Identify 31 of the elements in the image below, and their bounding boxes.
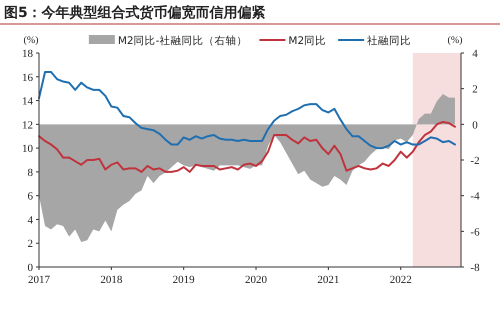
- line-series: [38, 120, 456, 173]
- legend-label: M2同比: [288, 34, 326, 47]
- y2-tick-label: 4: [472, 48, 478, 60]
- x-tick-label: 2018: [100, 274, 123, 286]
- legend-label: 社融同比: [367, 34, 412, 47]
- y2-tick-label: 0: [472, 119, 478, 132]
- x-tick-label: 2022: [390, 274, 412, 286]
- x-tick-label: 2019: [172, 274, 196, 286]
- y-tick-label: 18: [22, 48, 34, 60]
- y-tick-label: 14: [22, 96, 34, 108]
- y-tick-label: 8: [28, 166, 34, 179]
- y-tick-label: 10: [22, 143, 34, 156]
- line-series: [38, 71, 456, 150]
- x-tick-label: 2017: [28, 274, 50, 286]
- y2-tick-label: 2: [472, 84, 478, 96]
- y-tick-label: 6: [28, 190, 34, 203]
- chart-title: 图5：今年典型组合式货币偏宽而信用偏紧: [4, 4, 266, 21]
- y-axis-title: (%): [24, 35, 38, 46]
- x-tick-label: 2020: [245, 274, 268, 286]
- legend-label: M2同比-社融同比（右轴）: [118, 34, 248, 47]
- y-tick-label: 16: [22, 72, 34, 84]
- y-tick-label: 0: [28, 262, 34, 274]
- y-tick-label: 12: [22, 119, 33, 132]
- y2-tick-label: -8: [470, 262, 480, 274]
- y2-tick-label: -4: [470, 190, 480, 203]
- y2-tick-label: -6: [470, 226, 480, 238]
- y2-tick-label: -2: [470, 155, 480, 167]
- y2-axis-title: (%): [448, 35, 462, 46]
- x-tick-label: 2021: [317, 274, 340, 286]
- y-tick-label: 2: [28, 238, 33, 250]
- y-tick-label: 4: [28, 214, 34, 226]
